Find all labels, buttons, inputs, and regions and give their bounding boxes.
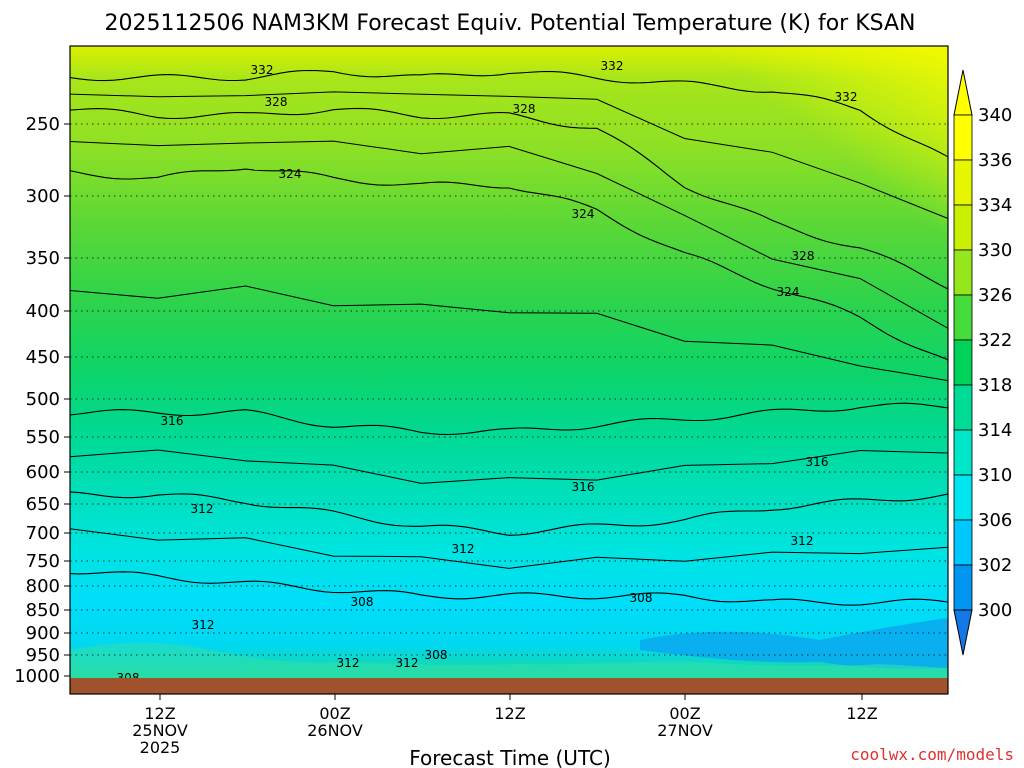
contour-intermediate [69,528,949,569]
colorbar-swatch [953,204,973,251]
colorbar-label: 322 [978,330,1012,351]
chart-title: 2025112506 NAM3KM Forecast Equiv. Potent… [104,11,915,36]
contour-332 [69,69,949,160]
x-tick-label: 2025 [140,738,181,757]
colorbar-swatch [953,159,973,206]
y-tick-label: 750 [26,551,60,572]
pressure-grid [70,123,948,656]
y-tick-label: 550 [26,427,60,448]
y-tick-label: 850 [26,600,60,621]
colorbar-swatch [953,249,973,296]
x-tick-label: 12Z [144,704,175,723]
colorbar-label: 302 [978,555,1012,576]
x-tick-label: 00Z [319,704,350,723]
colorbar-label: 340 [978,105,1012,126]
colorbar-swatch [953,384,973,431]
x-tick-label: 26NOV [307,721,363,740]
colorbar-label: 318 [978,375,1012,396]
colorbar-swatch [953,564,973,611]
contour-label: 308 [425,648,448,662]
contour-label: 328 [265,95,288,109]
colorbar-label: 330 [978,240,1012,261]
contour-label: 312 [192,618,215,632]
contour-312 [69,491,949,536]
upper-warm-region [600,46,948,286]
x-tick-label: 00Z [669,704,700,723]
colorbar-label: 306 [978,510,1012,531]
y-tick-label: 250 [26,114,60,135]
contour-label: 312 [191,502,214,516]
contour-label: 332 [835,90,858,104]
colorbar-swatch [953,339,973,386]
contour-label: 312 [396,656,419,670]
colorbar-bottom-arrow [953,609,973,656]
contour-label: 324 [777,285,800,299]
colorbar-label: 314 [978,420,1012,441]
contour-label: 308 [630,591,653,605]
contour-lines [69,69,949,606]
contour-labels: 332 332 332 328 328 328 324 324 324 316 316 316 312 3… [117,59,858,685]
x-axis-label: Forecast Time (UTC) [409,746,611,768]
plot-frame [69,45,949,695]
y-tick-label: 450 [26,347,60,368]
x-tick-label: 12Z [494,704,525,723]
colorbar-swatch [953,294,973,341]
colorbar-swatch [953,114,973,161]
contour-label: 312 [337,656,360,670]
contour-label: 332 [601,59,624,73]
contour-label: 316 [806,455,829,469]
y-axis-pressure: 2503003504004505005506006507007508008509… [14,114,70,687]
colorbar-swatch [953,519,973,566]
colorbar: 340 336 334 330 326 322 318 314 310 306 302 300 [953,69,1012,656]
contour-label: 316 [572,480,595,494]
y-tick-label: 800 [26,576,60,597]
y-tick-label: 350 [26,248,60,269]
colorbar-label: 300 [978,600,1012,621]
x-tick-label: 27NOV [657,721,713,740]
contour-label: 324 [279,167,302,181]
contour-label: 328 [792,249,815,263]
contour-label: 312 [791,534,814,548]
y-tick-label: 300 [26,186,60,207]
y-tick-label: 650 [26,494,60,515]
contour-intermediate [69,449,949,484]
contour-label: 312 [452,542,475,556]
colorbar-label: 310 [978,465,1012,486]
y-tick-label: 950 [26,645,60,666]
y-tick-label: 700 [26,523,60,544]
contour-intermediate [69,140,949,329]
low-level-cool-region [640,618,948,669]
plot-area: 332 332 332 328 328 328 324 324 324 316 316 316 312 3… [69,45,949,695]
contour-intermediate [69,285,949,382]
contour-324 [69,168,949,362]
contour-328 [69,107,949,290]
contour-label: 324 [572,207,595,221]
contour-label: 308 [351,595,374,609]
colorbar-swatch [953,474,973,521]
contour-316 [69,402,949,436]
boundary-layer-region [70,642,948,678]
terrain-ground [70,678,948,694]
contour-308 [69,571,949,606]
x-tick-label: 25NOV [132,721,188,740]
y-tick-label: 900 [26,623,60,644]
contour-label: 316 [161,414,184,428]
colorbar-swatch [953,429,973,476]
y-tick-label: 600 [26,462,60,483]
y-tick-label: 1000 [14,666,60,687]
colorbar-label: 334 [978,195,1012,216]
watermark: coolwx.com/models [850,745,1014,764]
contour-label: 332 [251,63,274,77]
contour-label: 328 [513,102,536,116]
colorbar-label: 336 [978,150,1012,171]
colorbar-top-arrow [953,69,973,116]
x-tick-label: 12Z [846,704,877,723]
contour-intermediate [69,91,949,219]
colorbar-label: 326 [978,285,1012,306]
y-tick-label: 400 [26,301,60,322]
y-tick-label: 500 [26,389,60,410]
